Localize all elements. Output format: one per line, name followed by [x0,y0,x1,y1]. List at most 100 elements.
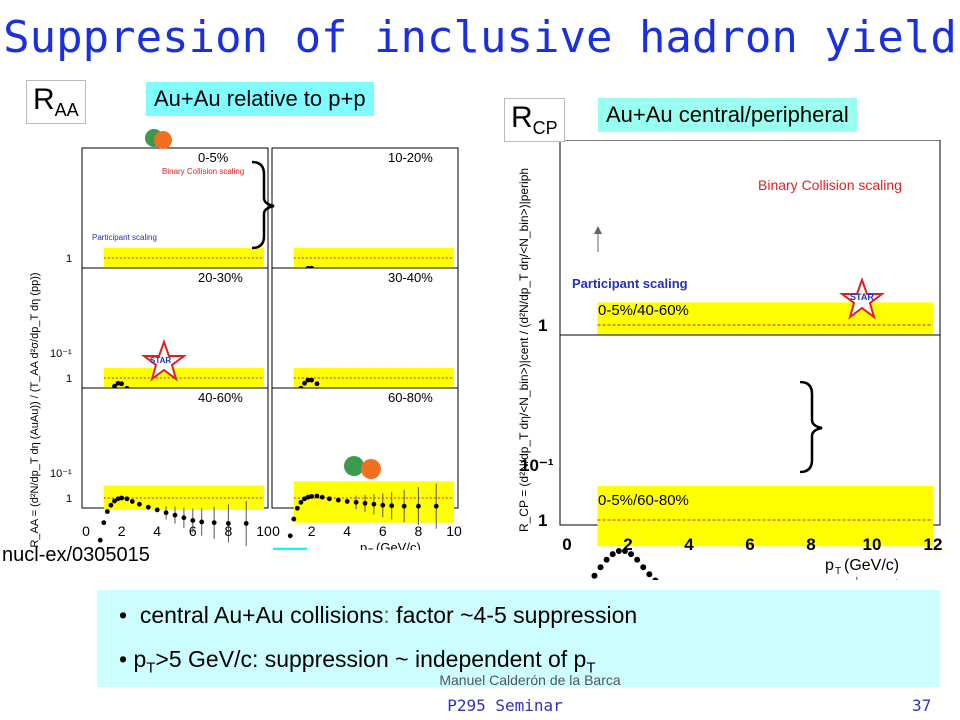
raa-data-point [401,503,407,509]
raa-participant-band [273,547,307,550]
rcp-x-tick-label: 12 [924,535,943,554]
raa-data-point [309,493,314,499]
raa-data-point [353,499,359,505]
rcp-data-point [621,548,628,555]
bullet-1-text: central Au+Au collisions [139,602,384,628]
au-nucleus-icon [361,459,381,479]
raa-chart: 0-5% 10-20% 20-30% 30-40% 40-60% 60-80% 1 10⁻¹ 1… [29,129,462,550]
raa-data-point [108,502,114,508]
bullet-1: • central Au+Au collisions: factor ~4-5 … [119,602,637,629]
rcp-data-point [591,572,598,579]
rcp-binary-scaling-label: Binary Collision scaling [758,177,902,193]
rcp-data-point [646,571,653,578]
rcp-x-tick-label: 8 [806,535,815,554]
raa-brace-icon [251,160,275,250]
raa-participant-scaling-label: Participant scaling [92,233,157,242]
bullet-2-sub: T [146,659,156,677]
raa-data-point [433,503,439,509]
raa-centrality-label: 30-40% [388,270,433,285]
raa-data-point [380,502,386,508]
slide-title: Suppresion of inclusive hadron yield [3,12,957,63]
raa-data-point [371,501,377,507]
raa-data-point [319,494,325,500]
raa-data-point [101,520,107,526]
raa-x-tick-label: 6 [189,523,197,539]
rcp-series-label: 0-5%/60-80% [598,492,689,509]
rcp-data-point [628,551,635,558]
raa-data-point [112,383,117,389]
raa-data-point [181,515,187,521]
raa-data-point [302,496,307,502]
bullet-mark: • [119,602,128,628]
raa-data-point [119,381,124,387]
raa-y-tick-label: 1 [66,253,72,265]
au-nucleus-icon [344,456,364,476]
raa-y-tick-label: 1 [66,493,72,505]
bullet-mark: • [119,646,128,672]
raa-x-tick-label: 10 [256,523,272,539]
raa-data-point [294,505,300,511]
raa-data-point [124,496,130,502]
rcp-y-tick-label: 1 [538,316,547,335]
raa-x-tick-label: 0 [82,523,90,539]
rcp-data-point [634,556,641,563]
raa-tag-sub: AA [54,100,79,120]
rcp-x-axis-label: p [825,557,834,574]
rcp-binary-band [597,485,933,547]
raa-x-tick-label: 0 [272,523,280,539]
raa-data-point [287,533,293,539]
raa-x-tick-label: 6 [379,523,387,539]
au-nucleus-icon [154,131,172,149]
raa-data-point [416,503,421,509]
rcp-x-tick-label: 4 [684,535,694,554]
raa-data-point [305,377,311,383]
footer-seminar: P295 Seminar [447,696,563,715]
rcp-tag-sub: CP [532,118,558,138]
raa-data-point [362,500,368,506]
raa-data-point [335,497,341,503]
raa-data-point [137,501,142,507]
rcp-data-point [597,564,604,571]
raa-data-point [291,516,297,522]
bullet-2-sub2: T [586,659,596,677]
rcp-data-point [609,551,616,558]
raa-x-tick-label: 8 [415,523,423,539]
raa-data-point [314,493,320,499]
raa-star-logo-text: STAR [150,356,171,365]
raa-data-point [389,503,395,509]
rcp-x-tick-label: 6 [745,535,754,554]
raa-data-point [344,499,350,504]
rcp-star-logo-text: STAR [850,292,874,302]
bullet-1-rest: factor ~4-5 suppression [389,602,638,628]
raa-data-point [190,518,196,523]
raa-data-point [112,498,117,504]
raa-data-point [115,380,121,386]
rcp-data-point [652,577,659,580]
rcp-data-point [603,556,610,563]
slide-number: 37 [912,696,932,715]
raa-data-point [298,499,304,505]
reference-id: nucl-ex/0305015 [2,544,150,566]
rcp-x-tick-label: 10 [863,535,882,554]
summary-box: • central Au+Au collisions: factor ~4-5 … [97,590,940,687]
rcp-tag: RCP [504,98,565,142]
raa-data-point [243,521,249,526]
raa-centrality-label: 0-5% [198,150,229,165]
raa-x-axis-label: T [368,547,374,550]
rcp-data-point [615,548,622,555]
raa-data-point [104,509,110,514]
rcp-series-label: 0-5%/40-60% [598,302,689,319]
raa-y-tick-label: 10⁻¹ [50,468,72,480]
raa-tag-main: R [33,83,55,116]
raa-description: Au+Au relative to p+p [146,82,374,116]
raa-x-tick-label: 2 [308,523,316,539]
raa-centrality-label: 20-30% [198,270,243,285]
raa-data-point [172,512,178,518]
raa-data-point [154,507,160,513]
raa-x-tick-label: 4 [153,523,161,539]
raa-x-axis-label: (GeV/c) [376,540,421,550]
raa-chart-layer: 0-5% 10-20% 20-30% 30-40% 40-60% 60-80% 1 10⁻¹ 1… [29,129,462,550]
bullet-2-rest: >5 GeV/c: suppression ~ independent of p [155,646,587,672]
raa-data-point [97,537,103,543]
rcp-participant-scaling-label: Participant scaling [572,276,688,291]
